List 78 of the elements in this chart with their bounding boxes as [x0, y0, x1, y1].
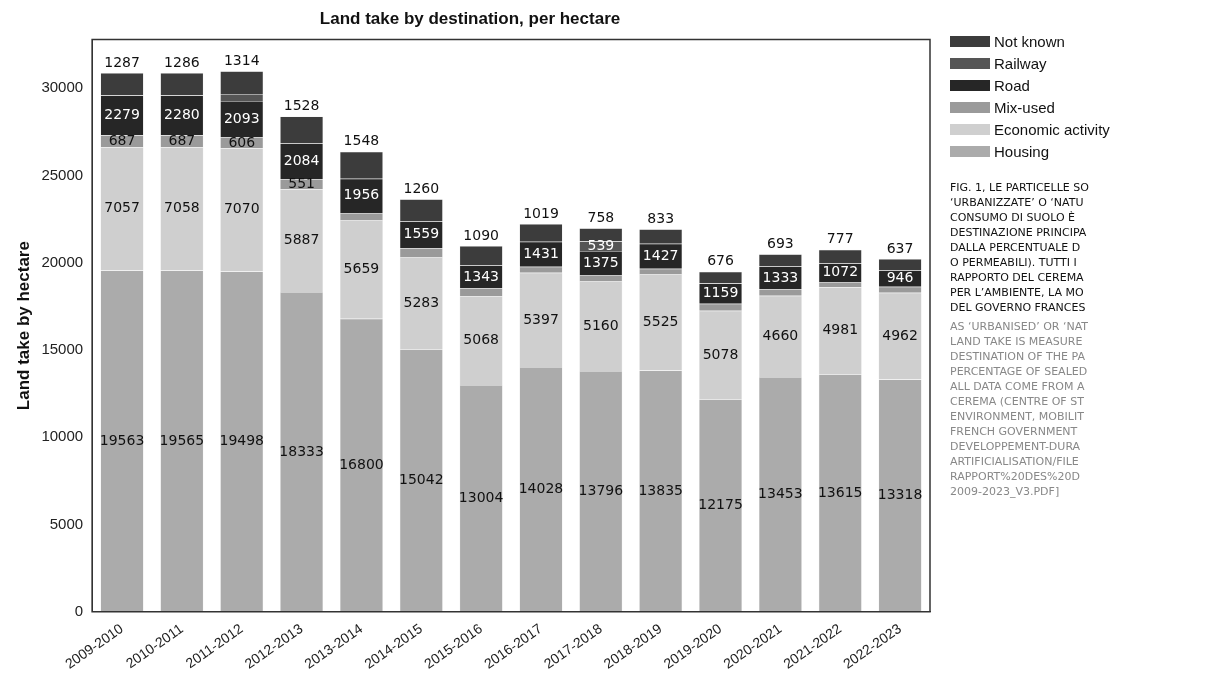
data-label: 19563 — [99, 431, 145, 448]
data-label: 693 — [767, 234, 794, 251]
data-label: 5525 — [642, 312, 679, 329]
data-label: 19565 — [159, 431, 205, 448]
data-label: 1019 — [523, 204, 559, 221]
data-label: 7058 — [164, 199, 200, 216]
data-label: 15042 — [399, 471, 444, 488]
data-label: 1559 — [403, 225, 440, 242]
legend-label: Road — [994, 76, 1030, 94]
data-label: 1286 — [164, 53, 200, 70]
data-label: 687 — [108, 131, 136, 148]
data-label: 758 — [587, 208, 615, 225]
data-label: 1375 — [583, 253, 619, 270]
chart-title: Land take by destination, per hectare — [319, 8, 621, 28]
data-label: 1427 — [642, 246, 679, 263]
data-label: 606 — [228, 133, 256, 150]
data-label: 2084 — [283, 151, 320, 168]
data-label: 833 — [647, 209, 675, 226]
data-label: 1072 — [822, 263, 859, 280]
data-label: 13318 — [877, 486, 923, 503]
legend-label: Economic activity — [994, 120, 1110, 138]
data-label: 1260 — [403, 179, 440, 196]
y-tick-label: 10000 — [41, 427, 84, 445]
data-label: 2093 — [223, 109, 260, 126]
data-label: 2280 — [164, 105, 200, 122]
data-label: 1333 — [762, 268, 799, 285]
y-tick-label: 30000 — [41, 78, 84, 96]
data-label: 539 — [587, 236, 615, 253]
data-label: 946 — [886, 269, 914, 286]
y-tick-label: 20000 — [41, 252, 84, 270]
data-label: 14028 — [518, 480, 564, 497]
data-label: 5397 — [523, 310, 559, 327]
text: AS ‘URBANISED’ OR ‘NAT LAND TAKE IS MEASURE DESTINATION OF THE PA PERCENTAGE OF SEALED ALL DATA COME FROM A CEREMA (CENTRE OF ST ENVIRONMENT, MOBILIT FRENCH GOVERNMENT DEVELOPPEMENT-DURA ARTIFICIALISATION/FILE RAPPORT%20DES%20D 2009-2023_V3.PDF] — [950, 320, 1089, 498]
legend-label: Not known — [994, 32, 1065, 50]
data-label: 687 — [168, 131, 196, 148]
data-label: 1431 — [523, 244, 559, 261]
data-label: 5160 — [583, 316, 619, 333]
y-tick-label: 15000 — [41, 340, 84, 358]
data-label: 5887 — [283, 231, 320, 248]
data-label: 18333 — [279, 442, 324, 459]
data-label: 551 — [288, 174, 315, 191]
data-label: 12175 — [698, 496, 743, 513]
data-label: 13835 — [638, 481, 683, 498]
data-label: 7057 — [104, 199, 140, 216]
data-label: 1343 — [463, 267, 499, 284]
data-label: 5078 — [702, 345, 739, 362]
legend-label: Mix-used — [994, 98, 1055, 116]
data-label: 777 — [826, 230, 854, 247]
legend-label: Railway — [994, 54, 1047, 72]
data-label: 5283 — [403, 293, 440, 310]
data-label: 4981 — [822, 321, 859, 338]
data-label: 1548 — [343, 132, 380, 149]
data-label: 13796 — [578, 482, 624, 499]
data-label: 16800 — [339, 455, 384, 472]
data-label: 19498 — [219, 432, 265, 449]
data-label: 676 — [707, 252, 734, 269]
data-label: 13453 — [758, 485, 803, 502]
y-tick-label: 25000 — [41, 165, 84, 183]
data-label: 1956 — [343, 186, 380, 203]
data-label: 13615 — [817, 483, 863, 500]
data-label: 5659 — [343, 259, 380, 276]
data-label: 1159 — [702, 284, 739, 301]
data-label: 7070 — [223, 200, 260, 217]
data-label: 637 — [886, 239, 914, 256]
y-axis-title: Land take by hectare — [13, 241, 33, 411]
data-label: 1090 — [463, 226, 499, 243]
data-label: 2279 — [104, 106, 140, 123]
y-tick-label: 5000 — [49, 514, 84, 532]
data-label: 1314 — [223, 51, 260, 68]
data-label: 4962 — [882, 326, 918, 343]
data-label: 1528 — [283, 97, 320, 114]
data-label: 1287 — [104, 53, 140, 70]
data-label: 5068 — [463, 331, 499, 348]
text: FIG. 1, LE PARTICELLE SO ‘URBANIZZATE’ O ‘NATU CONSUMO DI SUOLO È DESTINAZIONE PRINCIPA DALLA PERCENTUALE D O PERMEABILI). TUTTI I RAPPORTO DEL CEREMA PER L’AMBIENTE, LA MO DEL GOVERNO FRANCES — [950, 181, 1089, 314]
data-label: 4660 — [762, 327, 799, 344]
legend-label: Housing — [994, 142, 1050, 160]
y-tick-label: 0 — [74, 601, 84, 619]
data-label: 13004 — [458, 489, 504, 505]
